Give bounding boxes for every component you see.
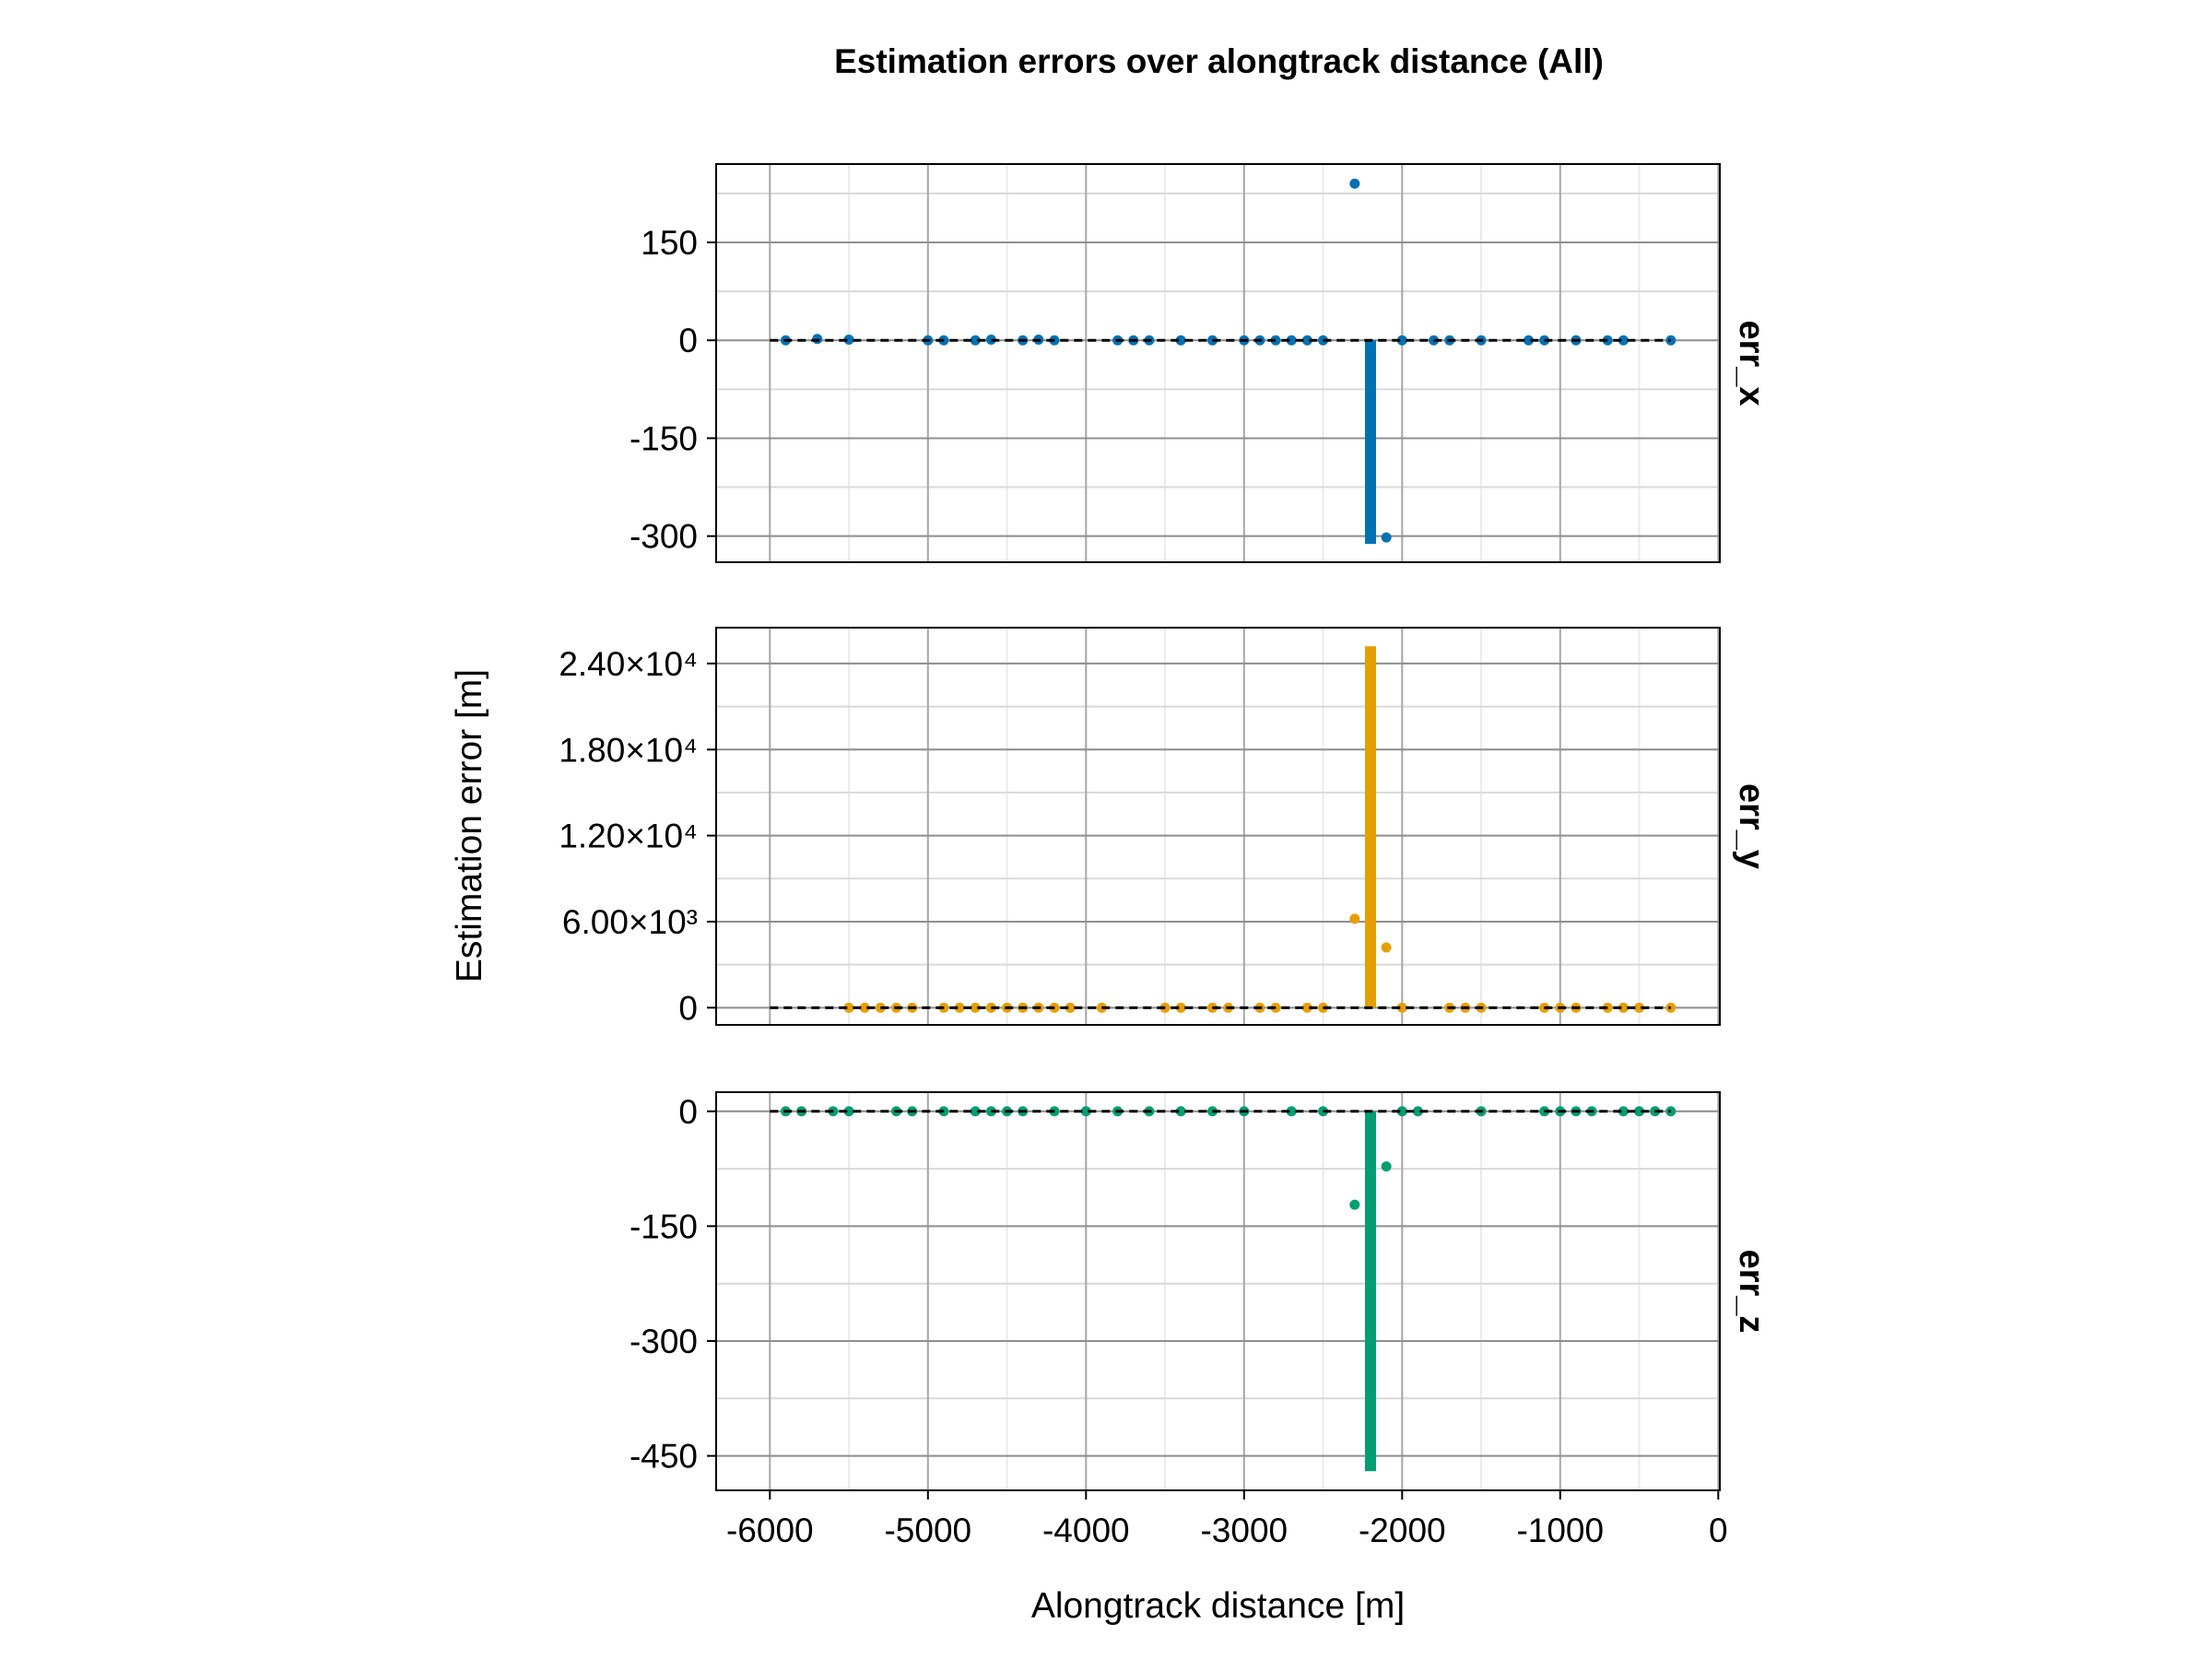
err_y-y-tick-label: 1.80×10⁴ bbox=[559, 731, 698, 769]
err_z-point bbox=[1412, 1106, 1423, 1117]
err_x-y-tick-label: -150 bbox=[629, 419, 698, 457]
x-tick-label: -5000 bbox=[884, 1512, 971, 1549]
err_y-point bbox=[1396, 1002, 1407, 1013]
err_x-point bbox=[1396, 335, 1407, 346]
err_x-panel-frame bbox=[715, 163, 1721, 563]
err_y-point bbox=[1381, 942, 1392, 953]
x-axis-label: Alongtrack distance [m] bbox=[1031, 1586, 1405, 1626]
err_x-point bbox=[1286, 335, 1297, 346]
err_y-bar bbox=[1364, 646, 1376, 1008]
err_y-point bbox=[859, 1002, 870, 1013]
err_x-bar bbox=[1364, 340, 1376, 545]
err_x-point bbox=[1381, 532, 1392, 543]
err_x-point bbox=[843, 335, 854, 346]
err_y-point bbox=[1065, 1002, 1076, 1013]
x-tick-label: -2000 bbox=[1359, 1512, 1446, 1549]
err_x-point bbox=[1618, 335, 1629, 346]
err_y-point bbox=[843, 1002, 854, 1013]
err_x-y-tick-label: -300 bbox=[629, 518, 698, 556]
err_z-point bbox=[1618, 1106, 1629, 1117]
x-tick-label: -4000 bbox=[1042, 1512, 1130, 1549]
x-tick-label: -6000 bbox=[726, 1512, 814, 1549]
err_z-y-tick-label: -150 bbox=[629, 1207, 698, 1245]
err_y-point bbox=[1634, 1002, 1645, 1013]
err_y-facet-label: err_y bbox=[1732, 783, 1771, 869]
err_z-point bbox=[843, 1106, 854, 1117]
err_y-point bbox=[954, 1002, 965, 1013]
err_z-point bbox=[1396, 1106, 1407, 1117]
err_x-point bbox=[1349, 178, 1360, 189]
err_z-point bbox=[1286, 1106, 1297, 1117]
err_y-point bbox=[1349, 913, 1360, 924]
err_y-y-tick-label: 0 bbox=[678, 989, 698, 1027]
err_x-point bbox=[1175, 335, 1186, 346]
err_y-point bbox=[1618, 1002, 1629, 1013]
err_z-point bbox=[1349, 1199, 1360, 1210]
err_y-y-tick-label: 2.40×10⁴ bbox=[559, 645, 698, 683]
x-tick-label: 0 bbox=[1709, 1512, 1728, 1549]
err_x-y-tick-label: 0 bbox=[678, 322, 698, 359]
err_y-point bbox=[1301, 1002, 1312, 1013]
err_y-y-tick-label: 6.00×10³ bbox=[562, 903, 698, 941]
err_z-panel-frame bbox=[715, 1091, 1721, 1491]
err_z-facet-label: err_z bbox=[1732, 1250, 1771, 1334]
err_z-point bbox=[1175, 1106, 1186, 1117]
chart-title: Estimation errors over alongtrack distan… bbox=[834, 42, 1604, 80]
err_z-point bbox=[1381, 1161, 1392, 1172]
err_z-y-tick-label: 0 bbox=[678, 1093, 698, 1131]
err_z-y-tick-label: -300 bbox=[629, 1323, 698, 1360]
err_x-facet-label: err_x bbox=[1732, 321, 1771, 406]
err_y-point bbox=[970, 1002, 981, 1013]
err_z-point bbox=[1080, 1106, 1091, 1117]
err_z-y-tick-label: -450 bbox=[629, 1438, 698, 1476]
y-axis-label: Estimation error [m] bbox=[450, 669, 489, 982]
err_x-point bbox=[1301, 335, 1312, 346]
err_x-point bbox=[1523, 335, 1534, 346]
err_z-bar bbox=[1364, 1111, 1376, 1472]
err_z-point bbox=[970, 1106, 981, 1117]
x-tick-label: -3000 bbox=[1200, 1512, 1288, 1549]
err_y-point bbox=[1175, 1002, 1186, 1013]
x-tick-label: -1000 bbox=[1516, 1512, 1604, 1549]
err_z-point bbox=[1634, 1106, 1645, 1117]
err_x-point bbox=[970, 335, 981, 346]
err_x-y-tick-label: 150 bbox=[641, 224, 698, 262]
err_y-panel-frame bbox=[715, 627, 1721, 1026]
err_y-y-tick-label: 1.20×10⁴ bbox=[559, 818, 698, 855]
